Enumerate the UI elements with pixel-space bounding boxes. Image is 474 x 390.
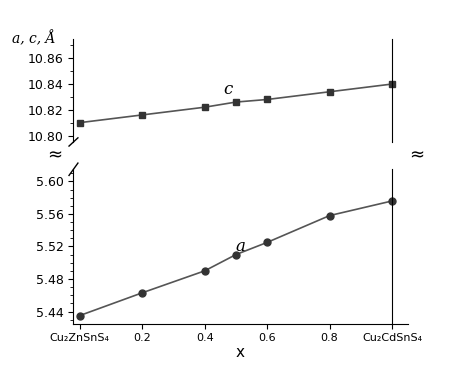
Text: c: c <box>223 82 233 98</box>
Text: a: a <box>236 238 246 255</box>
Text: a, c, Å: a, c, Å <box>12 31 55 47</box>
X-axis label: x: x <box>236 345 245 360</box>
Text: ≈: ≈ <box>47 147 62 165</box>
Text: ≈: ≈ <box>410 147 425 165</box>
